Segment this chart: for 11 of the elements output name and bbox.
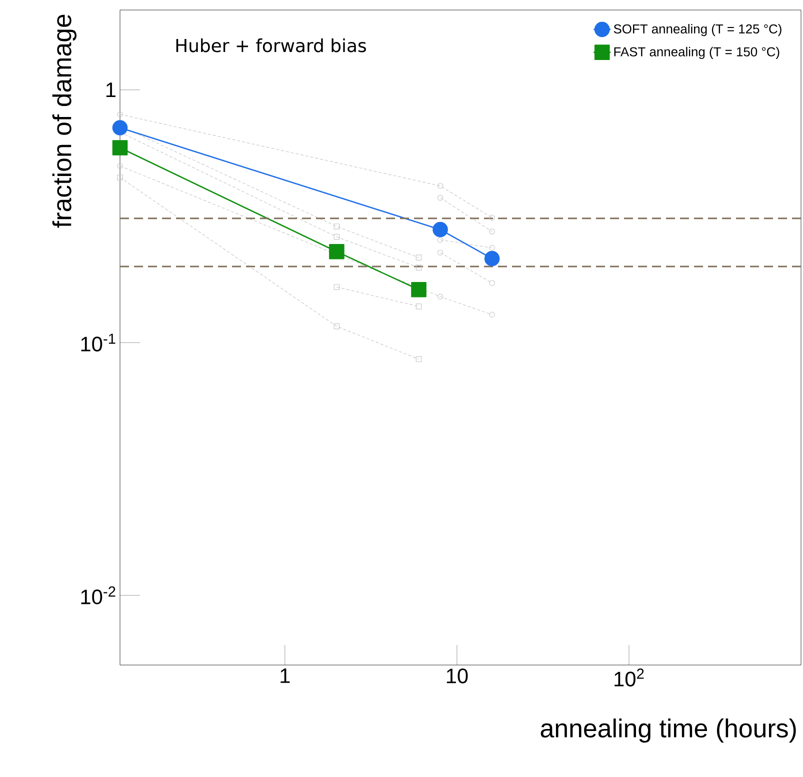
y-tick-label: 1 <box>106 82 116 98</box>
y-tick-label: 10$^{-1}$ <box>81 334 116 352</box>
x-tick-label: 1 <box>280 668 290 683</box>
annotation: Huber + forward bias <box>176 38 366 52</box>
x-axis-title: annealing time (hours) <box>540 718 796 743</box>
x-tick-label: 10 <box>446 668 468 684</box>
y-tick-label: 10$^{-2}$ <box>81 586 116 604</box>
y-axis-title: fraction of damage <box>52 14 76 228</box>
legend-label: FAST annealing (T = 150 °C) <box>614 46 780 59</box>
legend-label: SOFT annealing (T = 125 °C) <box>614 24 782 36</box>
x-tick-label: 10$^{2}$ <box>614 668 644 686</box>
